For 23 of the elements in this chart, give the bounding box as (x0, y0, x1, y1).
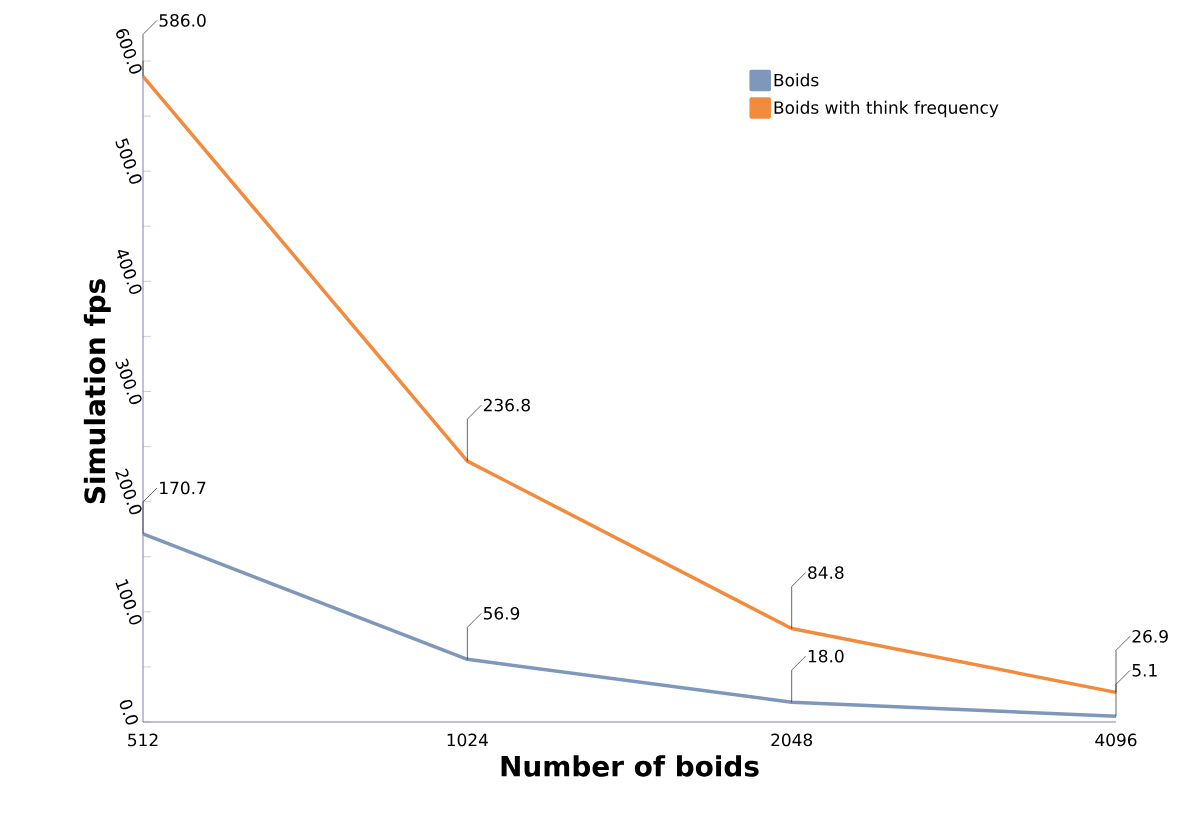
y-tick-label: 400.0 (117, 250, 142, 295)
x-tick-label: 4096 (1095, 733, 1137, 747)
y-tick-label: 200.0 (115, 468, 142, 515)
y-tick-label: 0.0 (119, 699, 138, 725)
y-tick-label: 300.0 (115, 358, 142, 405)
x-tick-label: 1024 (447, 733, 488, 747)
y-axis-title: Simulation fps (83, 279, 111, 504)
data-label: 170.7 (160, 481, 206, 495)
data-label: 26.9 (1132, 629, 1168, 643)
legend-label: Boids with think frequency (774, 100, 999, 118)
data-label: 18.0 (808, 649, 844, 663)
data-label: 5.1 (1132, 664, 1157, 677)
data-label: 84.8 (808, 566, 844, 579)
x-axis-title: Number of boids (501, 755, 759, 777)
x-tick-label: 2048 (771, 733, 813, 747)
y-tick-label: 600.0 (116, 28, 142, 74)
x-tick-label: 512 (128, 733, 158, 747)
y-tick-label: 500.0 (115, 138, 142, 184)
data-label: 236.8 (483, 398, 530, 412)
y-tick-label: 100.0 (115, 579, 142, 625)
data-label: 56.9 (483, 606, 520, 620)
legend-label: Boids (774, 73, 819, 87)
data-label: 586.0 (159, 14, 206, 27)
